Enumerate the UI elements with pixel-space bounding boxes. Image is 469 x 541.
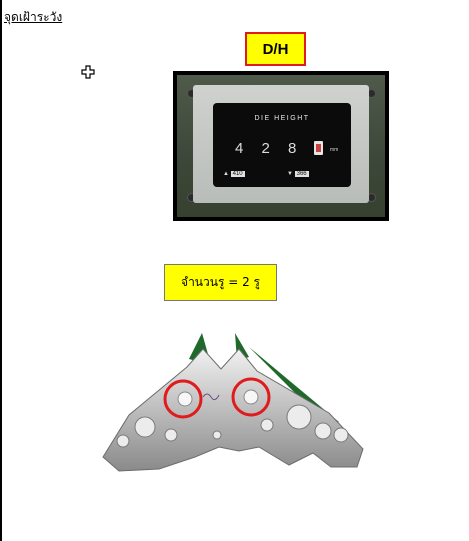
hole-count-note: จำนวนรู = 2 รู bbox=[164, 264, 277, 301]
move-cursor-icon bbox=[81, 65, 95, 79]
hole-highlight-left bbox=[163, 379, 203, 419]
gauge-unit: mm bbox=[330, 147, 339, 153]
gauge-title: DIE HEIGHT bbox=[254, 115, 310, 122]
hole-highlight-right bbox=[231, 377, 271, 417]
die-height-gauge-photo: DIE HEIGHT 4 2 8 · mm ▲ 410 ▼ 366 bbox=[173, 71, 389, 221]
gauge-display: DIE HEIGHT 4 2 8 · mm ▲ 410 ▼ 366 bbox=[213, 103, 351, 187]
gauge-lower-limit: ▲ 410 bbox=[223, 171, 245, 177]
gauge-upper-limit: ▼ 366 bbox=[287, 171, 309, 177]
part-photo bbox=[102, 333, 364, 472]
page-left-border bbox=[0, 0, 2, 541]
gauge-digits: 4 2 8 · bbox=[235, 140, 327, 157]
page-heading: จุดเฝ้าระวัง bbox=[4, 10, 63, 24]
die-height-label: D/H bbox=[245, 32, 306, 66]
